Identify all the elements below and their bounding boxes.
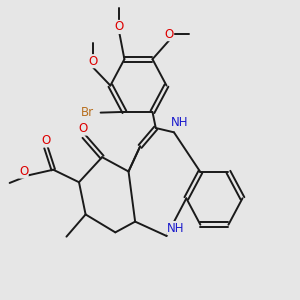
Text: O: O xyxy=(41,134,51,147)
Text: NH: NH xyxy=(171,116,189,129)
Text: NH: NH xyxy=(167,222,184,235)
Text: O: O xyxy=(79,122,88,135)
Text: O: O xyxy=(88,55,98,68)
Text: O: O xyxy=(164,28,174,40)
Text: O: O xyxy=(115,20,124,34)
Text: O: O xyxy=(19,165,28,178)
Text: Br: Br xyxy=(81,106,94,119)
